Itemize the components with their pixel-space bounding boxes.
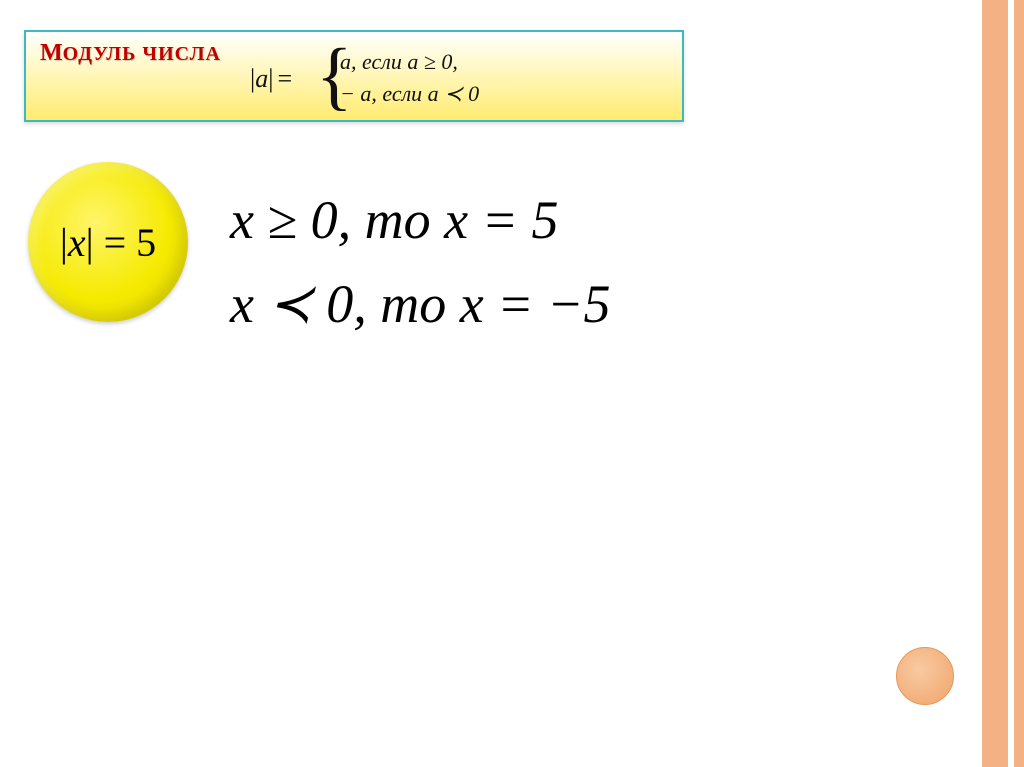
- abs-bar-right: |: [86, 220, 94, 265]
- worked-lines: x ≥ 0, то x = 5 x ≺ 0, то x = −5: [230, 178, 611, 346]
- title-text: МОДУЛЬ ЧИСЛА: [40, 40, 221, 67]
- example-expression: |x| = 5: [60, 219, 156, 266]
- abs-def-cases: a, если a ≥ 0, − a, если a ≺ 0: [340, 46, 479, 110]
- abs-def-case-1: a, если a ≥ 0,: [340, 46, 479, 78]
- slide: МОДУЛЬ ЧИСЛА |a|= { a, если a ≥ 0, − a, …: [0, 0, 1024, 767]
- side-stripe-thin: [1014, 0, 1024, 767]
- title-rest: ОДУЛЬ ЧИСЛА: [63, 43, 221, 65]
- side-stripe-thick: [982, 0, 1008, 767]
- abs-def-lhs: |a|=: [250, 64, 296, 94]
- title-cap: М: [40, 40, 63, 66]
- abs-def-case-2: − a, если a ≺ 0: [340, 78, 479, 110]
- work-line-2: x ≺ 0, то x = −5: [230, 262, 611, 346]
- work-line-1: x ≥ 0, то x = 5: [230, 178, 611, 262]
- example-badge: |x| = 5: [28, 162, 188, 322]
- abs-bar-left: |: [60, 220, 68, 265]
- abs-tail: = 5: [94, 220, 157, 265]
- decor-dot: [896, 647, 954, 705]
- abs-var: x: [68, 220, 86, 265]
